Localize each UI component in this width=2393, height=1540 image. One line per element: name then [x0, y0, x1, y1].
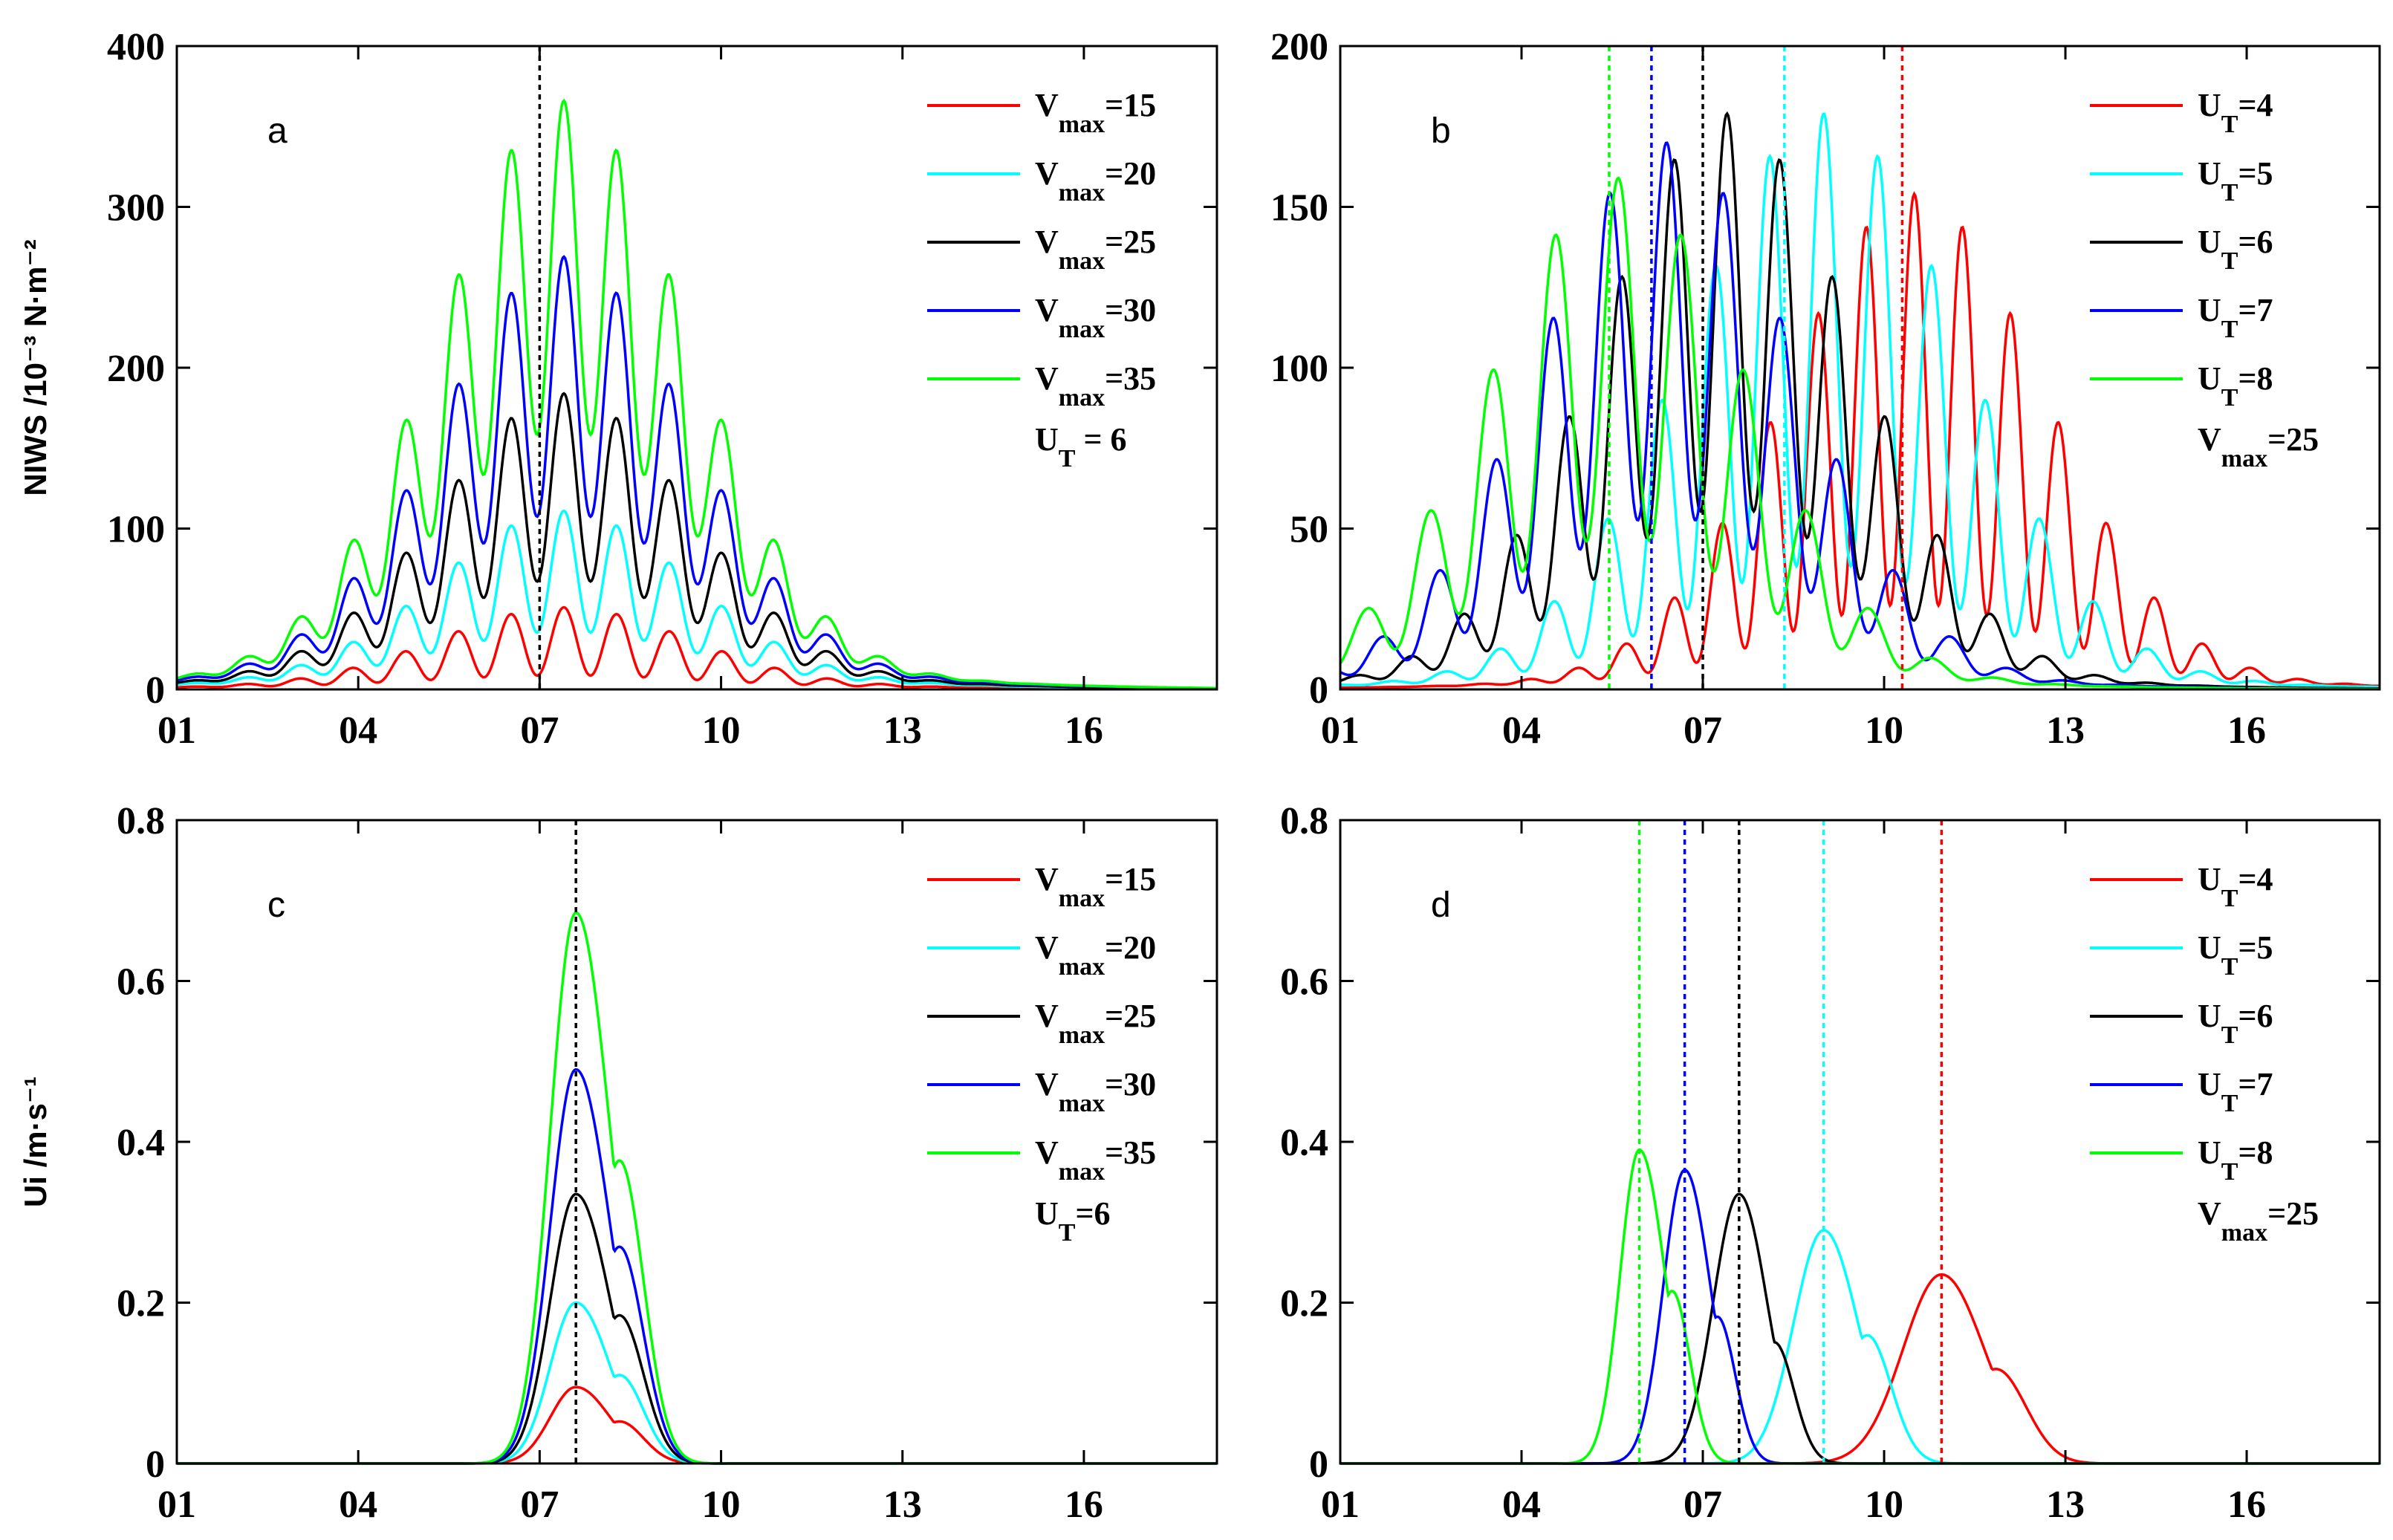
- legend-entry-c-0: Vmax=15: [1035, 861, 1156, 912]
- panel-label-a: a: [267, 111, 288, 151]
- y-tick-label-a-1: 100: [107, 509, 165, 551]
- series-line-c-0: [177, 1385, 1217, 1465]
- y-tick-label-b-2: 100: [1270, 348, 1328, 390]
- legend-entry-c-1: Vmax=20: [1035, 929, 1156, 981]
- panel-b: 01 04 07 10 13 16 0 50 100 150 200 b UT=4 UT=5 UT=6 UT=…: [1270, 26, 2381, 752]
- panel-label-d: d: [1431, 886, 1451, 925]
- axes-frame-a: [175, 45, 1218, 691]
- x-tick-label-c-2: 07: [520, 1484, 559, 1526]
- axes-frame-c: [175, 819, 1218, 1465]
- y-tick-label-d-0: 0: [1309, 1443, 1328, 1486]
- legend-entry-b-4: UT=8: [2198, 360, 2273, 412]
- x-tick-label-d-1: 04: [1502, 1484, 1541, 1526]
- x-tick-label-a-1: 04: [339, 709, 377, 752]
- x-tick-label-a-0: 01: [158, 709, 196, 752]
- series-line-c-4: [177, 911, 1217, 1465]
- panel-label-b: b: [1431, 111, 1451, 151]
- x-tick-label-c-3: 10: [702, 1484, 741, 1526]
- legend-entry-a-2: Vmax=25: [1035, 224, 1156, 275]
- x-tick-label-c-1: 04: [339, 1484, 377, 1526]
- panel-d: 01 04 07 10 13 16 0 0.2 0.4 0.6 0.8 d UT=4 UT=5 UT=6 UT…: [1280, 800, 2381, 1526]
- legend-entry-b-0: UT=4: [2198, 87, 2273, 138]
- legend-note-a: UT = 6: [1035, 421, 1127, 472]
- series-line-b-0: [1340, 191, 2380, 689]
- legend-entry-a-1: Vmax=20: [1035, 155, 1156, 207]
- y-tick-label-d-4: 0.8: [1280, 800, 1328, 842]
- y-tick-label-c-1: 0.2: [117, 1283, 165, 1325]
- legend-note-d: Vmax=25: [2198, 1195, 2319, 1247]
- panel-label-c: c: [267, 886, 285, 925]
- series-line-c-1: [177, 1301, 1217, 1465]
- legend-note-c: UT=6: [1035, 1195, 1111, 1247]
- legend-entry-c-2: Vmax=25: [1035, 998, 1156, 1049]
- legend-entry-a-3: Vmax=30: [1035, 292, 1156, 343]
- axes-frame-b: [1339, 45, 2381, 691]
- y-tick-label-a-2: 200: [107, 348, 165, 390]
- legend-entry-c-4: Vmax=35: [1035, 1134, 1156, 1186]
- y-tick-label-c-4: 0.8: [117, 800, 165, 842]
- legend-entry-b-3: UT=7: [2198, 292, 2273, 343]
- x-tick-label-b-3: 10: [1865, 709, 1903, 752]
- x-tick-label-a-3: 10: [702, 709, 741, 752]
- y-tick-label-d-2: 0.4: [1280, 1122, 1328, 1164]
- y-tick-label-a-3: 300: [107, 187, 165, 230]
- legend-entry-b-1: UT=5: [2198, 155, 2273, 207]
- x-tick-label-b-2: 07: [1683, 709, 1722, 752]
- x-tick-label-c-0: 01: [158, 1484, 196, 1526]
- x-tick-label-d-0: 01: [1321, 1484, 1360, 1526]
- series-line-b-4: [1339, 176, 2380, 691]
- series-line-b-3: [1340, 141, 2380, 691]
- panel-c: 01 04 07 10 13 16 0 0.2 0.4 0.6 0.8 Ui /m·s⁻¹ c Vmax=…: [18, 800, 1218, 1526]
- series-line-c-3: [177, 1068, 1217, 1465]
- x-tick-label-c-5: 16: [1065, 1484, 1103, 1526]
- y-tick-label-b-1: 50: [1290, 509, 1328, 551]
- legend-entry-a-0: Vmax=15: [1035, 87, 1156, 138]
- y-tick-label-d-3: 0.6: [1280, 961, 1328, 1004]
- y-axis-label-a: NIWS /10⁻³ N·m⁻²: [18, 239, 53, 496]
- series-line-a-2: [176, 392, 1217, 690]
- x-tick-label-d-3: 10: [1865, 1484, 1903, 1526]
- series-line-d-3: [1340, 1169, 2380, 1465]
- x-tick-label-d-4: 13: [2046, 1484, 2085, 1526]
- x-tick-label-c-4: 13: [883, 1484, 922, 1526]
- x-tick-label-b-4: 13: [2046, 709, 2085, 752]
- y-axis-label-c: Ui /m·s⁻¹: [18, 1076, 53, 1207]
- y-tick-label-c-2: 0.4: [117, 1122, 165, 1164]
- series-line-b-1: [1340, 112, 2380, 689]
- x-tick-label-a-5: 16: [1065, 709, 1103, 752]
- y-tick-label-c-3: 0.6: [117, 961, 165, 1004]
- legend-entry-c-3: Vmax=30: [1035, 1066, 1156, 1117]
- x-tick-label-b-0: 01: [1321, 709, 1360, 752]
- x-tick-label-d-5: 16: [2227, 1484, 2266, 1526]
- series-line-b-2: [1340, 111, 2380, 690]
- x-tick-label-b-1: 04: [1502, 709, 1541, 752]
- legend-entry-b-2: UT=6: [2198, 224, 2273, 275]
- legend-note-b: Vmax=25: [2198, 421, 2319, 472]
- y-tick-label-b-0: 0: [1309, 669, 1328, 712]
- series-line-a-4: [176, 98, 1217, 690]
- series-line-d-1: [1340, 1229, 2380, 1465]
- x-tick-label-b-5: 16: [2227, 709, 2266, 752]
- legend-entry-d-1: UT=5: [2198, 929, 2273, 981]
- y-tick-label-d-1: 0.2: [1280, 1283, 1328, 1325]
- series-line-d-4: [1340, 1148, 2380, 1465]
- legend-entry-d-3: UT=7: [2198, 1066, 2273, 1117]
- y-tick-label-a-0: 0: [146, 669, 165, 712]
- axes-frame-d: [1339, 819, 2381, 1465]
- series-line-d-0: [1340, 1273, 2380, 1465]
- legend-entry-d-0: UT=4: [2198, 861, 2273, 912]
- y-tick-label-a-4: 400: [107, 26, 165, 68]
- y-tick-label-b-4: 200: [1270, 26, 1328, 68]
- x-tick-label-d-2: 07: [1683, 1484, 1722, 1526]
- series-line-a-1: [176, 509, 1217, 690]
- panel-a: 01 04 07 10 13 16 0 100 200 300 400 NIWS /10⁻³ N·m⁻…: [18, 26, 1218, 752]
- x-tick-label-a-4: 13: [883, 709, 922, 752]
- y-tick-label-c-0: 0: [146, 1443, 165, 1486]
- legend-entry-d-4: UT=8: [2198, 1134, 2273, 1186]
- legend-entry-d-2: UT=6: [2198, 998, 2273, 1049]
- x-tick-label-a-2: 07: [520, 709, 559, 752]
- legend-entry-a-4: Vmax=35: [1035, 360, 1156, 412]
- y-tick-label-b-3: 150: [1270, 187, 1328, 230]
